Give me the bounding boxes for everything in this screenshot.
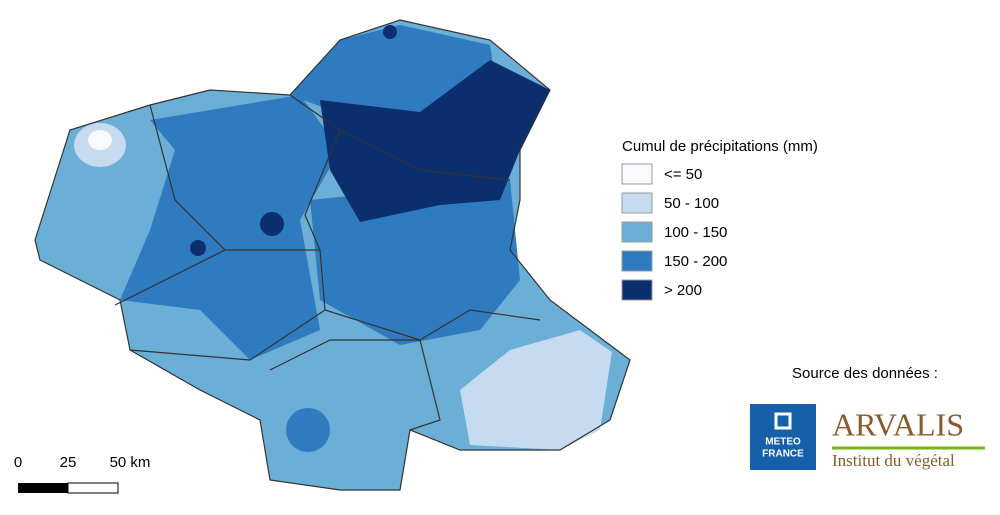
region: [190, 240, 206, 256]
logo-text: METEO: [765, 437, 801, 448]
legend-title: Cumul de précipitations (mm): [622, 138, 818, 155]
region: [460, 330, 612, 450]
scale-label: 25: [60, 454, 77, 471]
legend-swatch: [621, 279, 653, 301]
legend-swatch: [621, 221, 653, 243]
scale-label: 50 km: [110, 454, 151, 471]
legend-label: 100 - 150: [664, 224, 727, 241]
region: [286, 408, 330, 452]
region: [320, 60, 550, 222]
source-title: Source des données :: [792, 365, 938, 382]
legend-swatch: [621, 192, 653, 214]
scale-label: 0: [14, 454, 22, 471]
legend-label: 50 - 100: [664, 195, 719, 212]
legend-label: > 200: [664, 282, 702, 299]
scale-segment: [67, 482, 119, 494]
department-border: [114, 104, 227, 306]
meteo-france-logo: METEO FRANCE: [750, 404, 816, 470]
legend-swatch: [621, 250, 653, 272]
map-area: [34, 19, 631, 491]
region: [88, 130, 112, 150]
department-border: [129, 309, 326, 361]
legend-swatch: [621, 163, 653, 185]
region: [383, 25, 397, 39]
legend: <= 50 50 - 100 100 - 150 150 - 200 > 200: [621, 163, 727, 301]
logo-name: ARVALIS: [832, 406, 964, 442]
department-border: [225, 94, 341, 251]
logo-text: FRANCE: [762, 449, 804, 460]
scale-segment: [18, 483, 68, 493]
region: [120, 95, 340, 360]
scale-bar: 0 25 50 km: [14, 454, 151, 494]
logo-subtitle: Institut du végétal: [832, 451, 955, 470]
department-border: [339, 129, 511, 181]
arvalis-logo: ARVALIS Institut du végétal: [832, 406, 985, 470]
logo-icon: [774, 412, 792, 430]
legend-label: <= 50: [664, 166, 702, 183]
region-border: [34, 19, 631, 491]
department-border: [269, 339, 441, 431]
region: [260, 212, 284, 236]
legend-label: 150 - 200: [664, 253, 727, 270]
